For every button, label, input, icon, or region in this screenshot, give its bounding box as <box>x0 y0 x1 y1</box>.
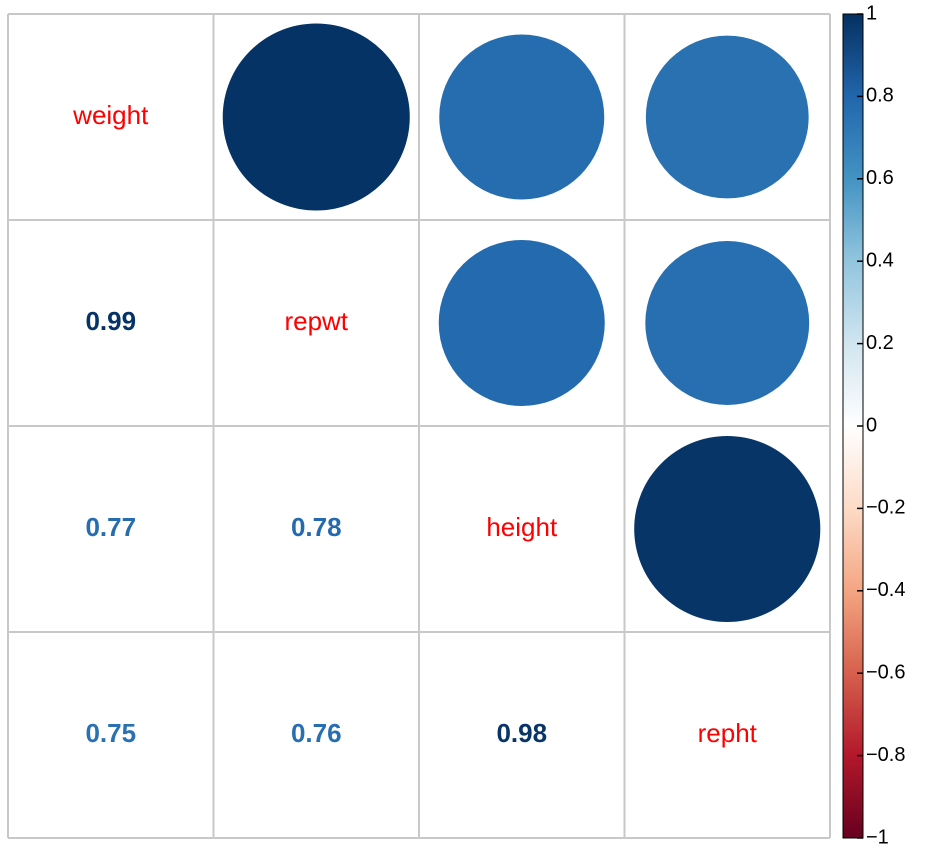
variable-label: repwt <box>284 306 348 336</box>
colorbar-tick-label: −0.2 <box>866 497 905 519</box>
colorbar-tick-label: −0.8 <box>866 744 905 766</box>
correlation-circle <box>222 23 410 211</box>
colorbar-tick-label: 0.8 <box>866 85 894 107</box>
correlation-circle <box>634 435 821 623</box>
variable-label: repht <box>698 718 758 748</box>
correlation-label: 0.75 <box>85 718 136 748</box>
correlation-label: 0.98 <box>496 718 547 748</box>
colorbar-tick-label: −1 <box>866 826 889 848</box>
correlation-label: 0.78 <box>291 512 342 542</box>
colorbar-tick-label: 0.2 <box>866 332 894 354</box>
variable-label: weight <box>72 100 149 130</box>
correlation-circle <box>645 35 809 199</box>
correlation-label: 0.76 <box>291 718 342 748</box>
colorbar-tick-label: −0.6 <box>866 661 905 683</box>
colorbar-tick-label: 0.6 <box>866 167 894 189</box>
colorbar-tick-label: 1 <box>866 2 877 24</box>
correlation-label: 0.77 <box>85 512 136 542</box>
correlation-circle <box>645 241 810 405</box>
colorbar-tick-label: 0.4 <box>866 249 894 271</box>
colorbar-tick-label: −0.4 <box>866 579 905 601</box>
correlation-label: 0.99 <box>85 306 136 336</box>
correlation-circle <box>438 239 605 407</box>
variable-label: height <box>486 512 558 542</box>
colorbar-tick-label: 0 <box>866 414 877 436</box>
correlation-circle <box>439 34 605 200</box>
